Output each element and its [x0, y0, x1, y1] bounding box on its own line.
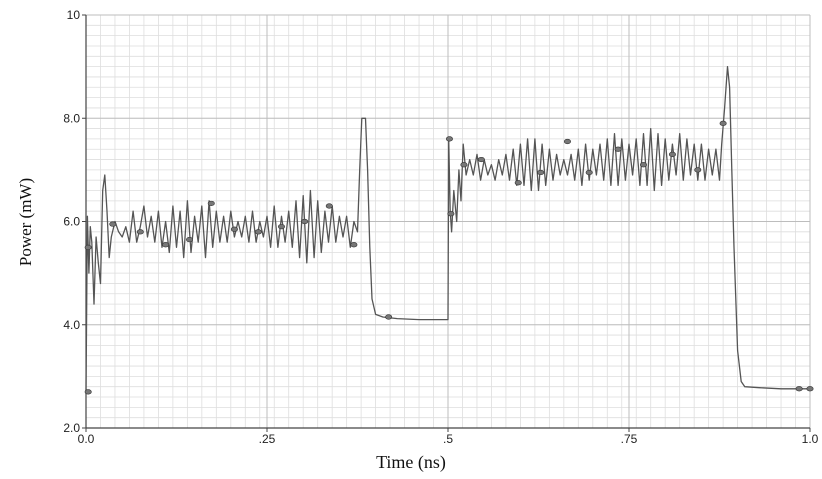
- series-point: [514, 180, 522, 186]
- series-point: [460, 162, 468, 168]
- y-axis-label: Power (mW): [16, 177, 35, 267]
- series-point: [136, 229, 144, 235]
- series-point: [806, 386, 814, 392]
- series-point: [84, 389, 92, 395]
- series-point: [84, 244, 92, 250]
- series-point: [585, 169, 593, 176]
- plot-area: [84, 65, 814, 395]
- tick-labels: 0.0 .25 .5 .75 1.0 2.0 4.0 6.0 8.0 10: [63, 8, 818, 446]
- series-point: [277, 224, 285, 230]
- x-tick-label: .25: [259, 432, 276, 446]
- y-tick-label: 4.0: [63, 318, 80, 332]
- series-point: [447, 211, 455, 217]
- series-point: [668, 151, 676, 157]
- y-tick-label: 6.0: [63, 215, 80, 229]
- series-point: [694, 167, 702, 173]
- series-point: [385, 314, 393, 320]
- series-point: [162, 242, 170, 248]
- series-point: [109, 221, 117, 227]
- series-point: [795, 386, 803, 392]
- series-point: [639, 162, 647, 168]
- x-tick-label: 0.0: [78, 432, 95, 446]
- series-point: [230, 226, 238, 232]
- series-point: [477, 156, 485, 163]
- series-point: [719, 120, 727, 127]
- y-tick-label: 8.0: [63, 111, 80, 125]
- series-point: [186, 236, 194, 243]
- series-point: [614, 146, 622, 152]
- x-tick-label: 1.0: [802, 432, 819, 446]
- y-tick-label: 2.0: [63, 421, 80, 435]
- x-tick-label: .75: [621, 432, 638, 446]
- series-point: [207, 200, 215, 207]
- series-point: [325, 203, 333, 209]
- series-point: [254, 229, 262, 235]
- series-point: [537, 169, 545, 176]
- x-tick-label: .5: [443, 432, 453, 446]
- series-point: [301, 218, 309, 225]
- series-point: [445, 136, 453, 142]
- x-axis-label: Time (ns): [376, 452, 446, 472]
- series-point: [350, 242, 358, 248]
- series-point: [563, 138, 571, 145]
- series-line: [85, 65, 810, 392]
- y-tick-label: 10: [67, 8, 81, 22]
